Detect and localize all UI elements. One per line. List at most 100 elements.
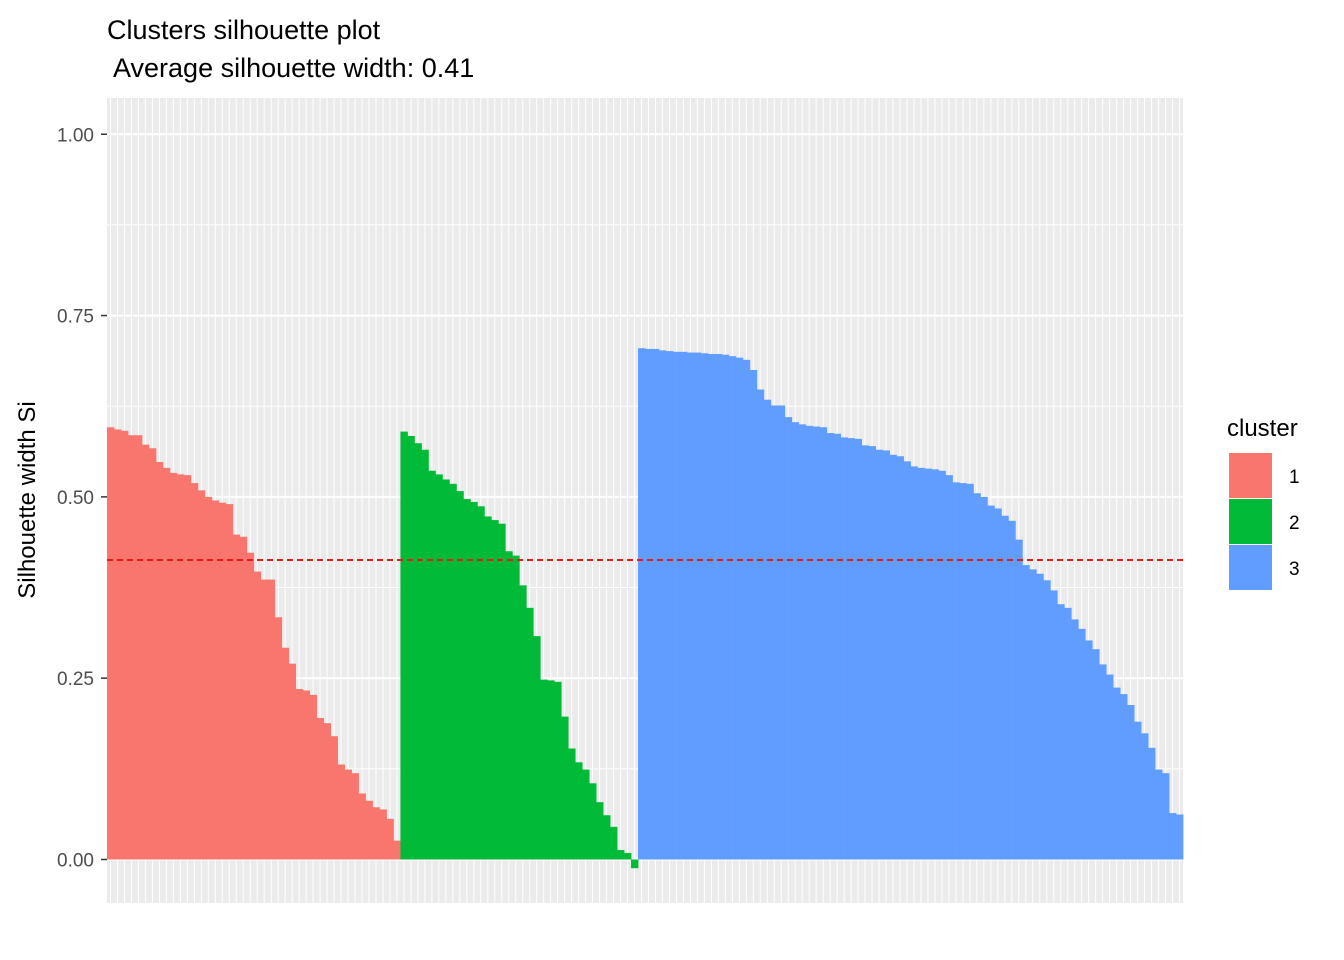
bar-cluster-3: [707, 354, 716, 860]
bar-cluster-2: [526, 607, 534, 860]
bar-cluster-1: [134, 435, 143, 860]
bar-cluster-3: [819, 427, 828, 860]
bar-cluster-3: [980, 496, 988, 860]
bar-cluster-3: [1036, 573, 1044, 860]
bar-cluster-1: [246, 552, 255, 860]
bar-cluster-2: [589, 783, 597, 860]
bar-cluster-3: [686, 352, 695, 860]
bar-cluster-2: [400, 431, 408, 860]
bar-cluster-2: [582, 769, 590, 860]
bar-cluster-2: [491, 520, 499, 860]
bar-cluster-1: [365, 800, 373, 860]
legend-label-3: 3: [1289, 559, 1300, 580]
bar-cluster-1: [169, 472, 178, 860]
bar-cluster-3: [903, 461, 911, 860]
bar-cluster-1: [323, 723, 331, 860]
bar-cluster-1: [113, 429, 122, 860]
y-tick-label: 0.25: [57, 669, 94, 690]
bar-cluster-3: [952, 482, 960, 860]
y-tick-label: 0.50: [57, 488, 94, 509]
bar-cluster-3: [638, 348, 646, 860]
bar-cluster-3: [826, 433, 835, 860]
bar-cluster-2: [624, 852, 632, 860]
bar-cluster-3: [861, 445, 869, 860]
bar-cluster-2: [519, 585, 527, 860]
bar-cluster-2: [456, 491, 464, 860]
bar-cluster-1: [120, 430, 129, 860]
bar-cluster-3: [1057, 604, 1065, 860]
bar-cluster-3: [1141, 733, 1149, 860]
bar-cluster-3: [1113, 687, 1121, 860]
bar-cluster-2: [631, 859, 639, 869]
bar-cluster-3: [910, 466, 918, 860]
bar-cluster-2: [407, 435, 415, 860]
bar-cluster-3: [1148, 747, 1156, 860]
bar-cluster-2: [428, 470, 436, 860]
bar-cluster-3: [959, 483, 967, 860]
legend-key-2: [1229, 499, 1272, 544]
bar-cluster-3: [645, 348, 653, 860]
bar-cluster-1: [316, 718, 324, 860]
chart-subtitle: Average silhouette width: 0.41: [107, 53, 474, 83]
bar-cluster-3: [1008, 520, 1016, 860]
y-tick-label: 0.00: [57, 850, 94, 871]
bar-cluster-1: [295, 689, 304, 860]
bar-cluster-3: [868, 446, 876, 860]
bar-cluster-2: [554, 681, 562, 860]
bar-cluster-3: [1001, 515, 1009, 860]
bar-cluster-3: [945, 475, 953, 860]
chart-title: Clusters silhouette plot: [107, 15, 381, 45]
legend-label-1: 1: [1289, 467, 1300, 488]
bar-cluster-3: [714, 354, 723, 860]
bar-cluster-3: [896, 456, 904, 860]
bar-cluster-1: [267, 579, 276, 860]
bar-cluster-3: [833, 433, 842, 860]
bar-cluster-1: [225, 504, 234, 860]
bar-cluster-3: [812, 426, 821, 860]
bar-cluster-3: [672, 351, 681, 860]
y-tick-label: 0.75: [57, 307, 94, 328]
bar-cluster-2: [512, 555, 520, 860]
bar-cluster-3: [742, 359, 751, 860]
bar-cluster-1: [211, 500, 220, 860]
bar-cluster-3: [1169, 813, 1177, 860]
bar-cluster-1: [141, 444, 150, 860]
bar-cluster-2: [561, 716, 569, 860]
y-axis-title: Silhouette width Si: [14, 401, 41, 598]
legend-title: cluster: [1227, 415, 1298, 442]
bar-cluster-3: [987, 505, 995, 860]
bar-cluster-3: [854, 438, 862, 860]
bar-cluster-3: [1134, 721, 1142, 860]
bar-cluster-2: [610, 826, 618, 860]
bar-cluster-2: [533, 636, 541, 860]
bar-cluster-3: [875, 449, 883, 860]
bar-cluster-3: [658, 350, 667, 860]
bar-cluster-3: [847, 438, 856, 860]
bar-cluster-2: [421, 449, 429, 860]
bar-cluster-3: [1106, 674, 1114, 860]
bar-cluster-2: [477, 506, 485, 860]
bar-cluster-1: [107, 427, 115, 860]
bar-cluster-1: [274, 617, 283, 860]
bar-cluster-3: [805, 425, 814, 860]
bar-cluster-1: [302, 690, 311, 860]
bar-cluster-3: [966, 483, 974, 860]
bar-cluster-1: [253, 571, 262, 860]
bar-cluster-2: [442, 479, 450, 860]
bar-cluster-3: [1120, 694, 1128, 860]
bar-cluster-3: [1085, 640, 1093, 860]
bar-cluster-2: [596, 802, 604, 860]
bar-cluster-2: [463, 499, 471, 860]
bar-cluster-3: [917, 467, 925, 860]
bar-cluster-3: [1099, 664, 1107, 860]
y-axis: 0.00 0.25 0.50 0.75 1.00: [57, 125, 107, 871]
legend: 1 2 3: [1229, 453, 1300, 590]
bar-cluster-3: [882, 450, 890, 860]
bar-cluster-2: [498, 523, 506, 860]
bar-cluster-1: [386, 818, 394, 860]
bar-cluster-3: [1092, 649, 1100, 860]
bar-cluster-3: [938, 470, 946, 860]
bar-cluster-2: [449, 483, 457, 860]
bar-cluster-3: [840, 437, 849, 860]
bar-cluster-3: [924, 468, 932, 860]
